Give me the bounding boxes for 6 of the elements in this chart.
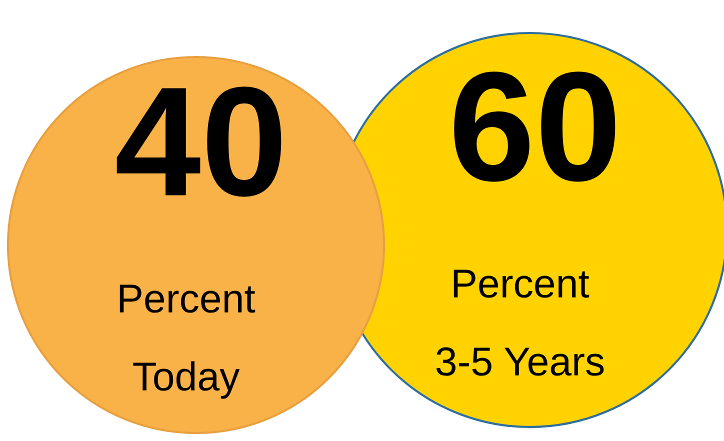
data-label: 60 (454, 72, 616, 182)
data-label: 40 (116, 86, 282, 197)
text: Percent (120, 284, 256, 313)
category-label: Today (133, 361, 240, 399)
category-label: 3-5 Years (436, 347, 604, 376)
text: Percent (454, 270, 590, 298)
